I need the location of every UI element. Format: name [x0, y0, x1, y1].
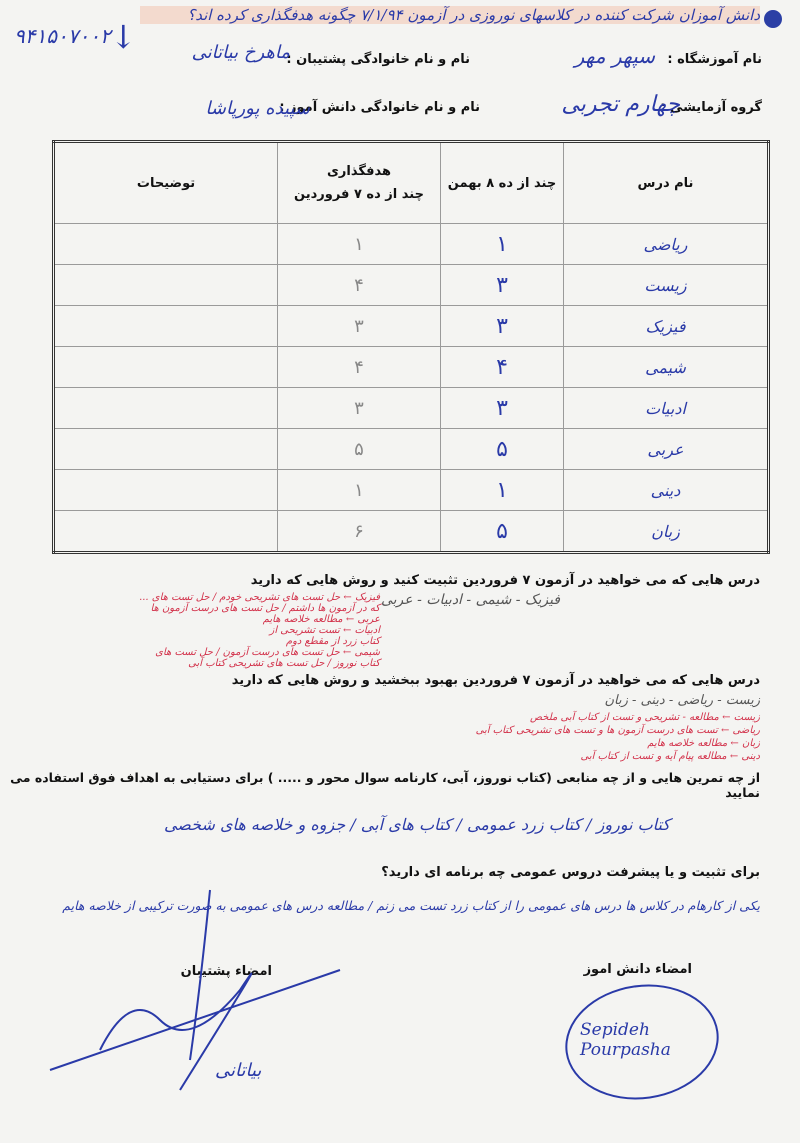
bahman-cell: ۱ [440, 469, 564, 511]
table-row: ۶ ۵ زبان [53, 510, 769, 553]
bahman-cell: ۵ [440, 428, 564, 470]
target-cell: ۱ [277, 469, 441, 511]
header-target-title: هدفگذاری [327, 164, 391, 179]
bahman-cell: ۳ [440, 387, 564, 429]
group-label: گروه آزمایشی : [660, 100, 762, 115]
table-row: ۱ ۱ ریاضی [53, 223, 769, 265]
notes-cell [53, 346, 278, 388]
target-cell: ۳ [277, 305, 441, 347]
table-row: ۵ ۵ عربی [53, 428, 769, 470]
supporter-label: نام و نام خانوادگی پشتیبان : [286, 52, 470, 67]
header-subject: نام درس [563, 141, 769, 224]
student-value: سپیده پورپاشا [205, 98, 310, 119]
subject-cell: شیمی [563, 346, 769, 388]
school-label: نام آموزشگاه : [667, 52, 762, 67]
stabilize-method-line: کتاب نوروز / حل تست های تشریحی کتاب آبی [188, 658, 380, 669]
bahman-cell: ۳ [440, 305, 564, 347]
stabilize-method-line: ادبیات ← تست تشریحی از [269, 625, 380, 636]
table-row: ۱ ۱ دینی [53, 469, 769, 511]
improve-method-line: زبان ← مطالعه خلاصه هایم [647, 738, 760, 749]
notes-cell [53, 387, 278, 429]
bullet-icon [764, 10, 782, 28]
notes-cell [53, 469, 278, 511]
header-note: دانش آموزان شرکت کننده در کلاسهای نوروزی… [140, 6, 760, 24]
question-general: برای تثبیت و یا پیشرفت دروس عمومی چه برن… [381, 865, 760, 880]
target-cell: ۴ [277, 264, 441, 306]
target-cell: ۳ [277, 387, 441, 429]
subject-cell: عربی [563, 428, 769, 470]
student-id: ۹۴۱۵۰۷۰۰۲ [14, 24, 111, 48]
subject-cell: ریاضی [563, 223, 769, 265]
table-row: ۳ ۳ فیزیک [53, 305, 769, 347]
grades-table: توضیحات هدفگذاری چند از ده ۷ فروردین چند … [52, 140, 770, 554]
supporter-value: ماهرخ بیاتانی [191, 42, 290, 63]
target-cell: ۵ [277, 428, 441, 470]
subject-cell: زیست [563, 264, 769, 306]
improve-method-line: دینی ← مطالعه پیام آیه و تست از کتاب آبی [580, 751, 760, 762]
header-target-subtitle: چند از ده ۷ فروردین [294, 187, 424, 202]
bahman-cell: ۴ [440, 346, 564, 388]
supporter-signature-text: بیاتانی [215, 1060, 262, 1081]
header-target: هدفگذاری چند از ده ۷ فروردین [277, 141, 441, 224]
subject-cell: فیزیک [563, 305, 769, 347]
target-cell: ۴ [277, 346, 441, 388]
student-label: نام و نام خانوادگی دانش آموز : [279, 100, 480, 115]
improve-method-line: زیست ← مطالعه - تشریحی و تست از کتاب آبی… [530, 712, 760, 723]
notes-cell [53, 428, 278, 470]
target-cell: ۱ [277, 223, 441, 265]
subject-cell: ادبیات [563, 387, 769, 429]
supporter-signature [49, 889, 341, 1091]
answer-general: یکی از کارهام در کلاس ها درس های عمومی ر… [62, 898, 760, 913]
group-value: چهارم تجربی [561, 92, 680, 117]
student-signature-label: امضاء دانش اموز [583, 962, 692, 977]
subject-cell: دینی [563, 469, 769, 511]
school-value: سپهر مهر [574, 44, 655, 68]
answer-improve-subjects: زیست - ریاضی - دینی - زبان [604, 693, 760, 708]
arrow-icon: ↓ [110, 18, 137, 56]
table-row: ۴ ۳ زیست [53, 264, 769, 306]
question-resources: از چه تمرین هایی و از چه منابعی (کتاب نو… [10, 770, 760, 800]
stabilize-method-line: عربی ← مطالعه خلاصه هایم [262, 614, 380, 625]
bahman-cell: ۳ [440, 264, 564, 306]
notes-cell [53, 510, 278, 553]
target-cell: ۶ [277, 510, 441, 553]
bahman-cell: ۵ [440, 510, 564, 553]
table-row: ۴ ۴ شیمی [53, 346, 769, 388]
improve-method-line: ریاضی ← تست های درست آزمون ها و تست های … [475, 725, 760, 736]
table-row: ۳ ۳ ادبیات [53, 387, 769, 429]
question-stabilize: درس هایی که می خواهید در آزمون ۷ فروردین… [250, 573, 760, 588]
stabilize-method-line: شیمی ← حل تست های درست آزمون / حل تست ها… [155, 647, 380, 658]
stabilize-method-line: کتاب زرد از مقطع دوم [285, 636, 380, 647]
subject-cell: زبان [563, 510, 769, 553]
notes-cell [53, 305, 278, 347]
notes-cell [53, 264, 278, 306]
notes-cell [53, 223, 278, 265]
student-signature-text: Sepideh Pourpasha [580, 1020, 671, 1060]
bahman-cell: ۱ [440, 223, 564, 265]
header-bahman: چند از ده ۸ بهمن [440, 141, 564, 224]
stabilize-method-line: فیزیک ← حل تست های تشریحی خودم / حل تست … [139, 592, 380, 603]
stabilize-method-line: که در آزمون ها داشتم / حل تست های درست آ… [150, 603, 380, 614]
answer-stabilize-subjects: فیزیک - شیمی - ادبیات - عربی [380, 592, 560, 608]
question-improve: درس هایی که می خواهید در آزمون ۷ فروردین… [231, 673, 760, 688]
answer-resources: کتاب نوروز / کتاب زرد عمومی / کتاب های آ… [163, 815, 670, 834]
header-notes: توضیحات [53, 141, 278, 224]
